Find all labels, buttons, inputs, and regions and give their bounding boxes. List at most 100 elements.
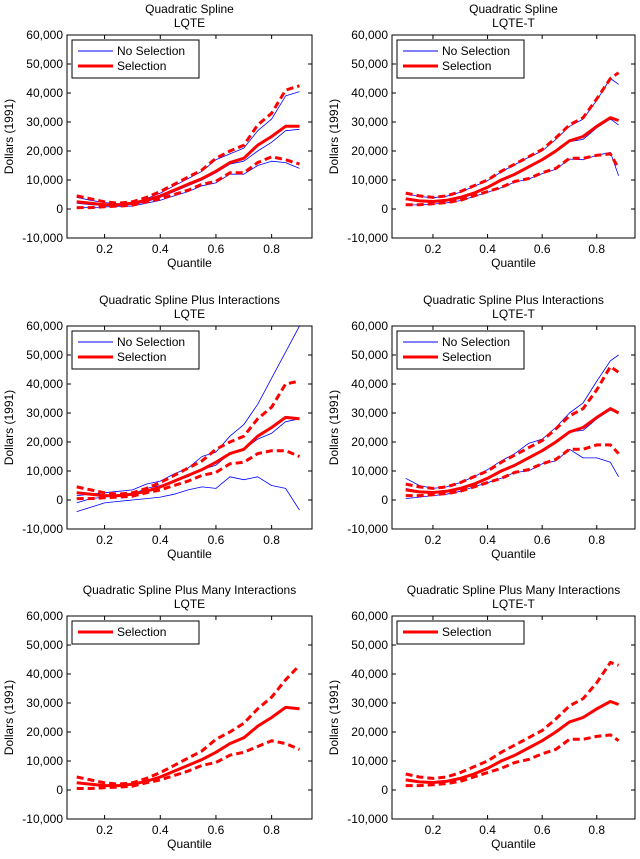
- y-tick-label: 30,000: [351, 406, 388, 420]
- selection-upper-line: [76, 379, 300, 496]
- selection-upper-line: [405, 660, 620, 780]
- selection-upper-line: [76, 84, 300, 205]
- axes-box: [391, 615, 636, 820]
- series-group: [405, 660, 620, 788]
- y-tick-label: -10,000: [22, 522, 63, 536]
- y-tick-label: 60,000: [351, 319, 388, 333]
- x-tick-label: 0.6: [534, 533, 551, 547]
- selection-estimate-line: [76, 124, 300, 207]
- x-tick-label: 0.6: [534, 823, 551, 837]
- y-tick-label: 20,000: [351, 725, 388, 739]
- legend-box: [396, 330, 525, 370]
- y-tick-label: 20,000: [26, 435, 63, 449]
- selection-upper-line: [405, 365, 620, 490]
- chart-subtitle: LQTE: [174, 597, 205, 611]
- x-tick-label: 0.2: [96, 823, 113, 837]
- y-tick-label: 30,000: [26, 406, 63, 420]
- x-tick-label: 0.4: [152, 242, 169, 256]
- selection-upper-line: [405, 71, 620, 199]
- legend-label: Selection: [442, 59, 491, 73]
- chart-title: Quadratic Spline: [469, 2, 558, 16]
- y-tick-label: 60,000: [26, 609, 63, 623]
- legend-label: Selection: [442, 350, 491, 364]
- series-group: [76, 326, 301, 512]
- y-tick-label: 40,000: [26, 667, 63, 681]
- legend-label: No Selection: [117, 335, 185, 349]
- y-tick-label: 50,000: [26, 348, 63, 362]
- y-axis-label: Dollars (1991): [327, 390, 341, 465]
- subplot-6: Quadratic Spline Plus Many InteractionsL…: [327, 583, 636, 851]
- y-tick-label: 0: [56, 493, 63, 507]
- y-axis-label: Dollars (1991): [2, 680, 16, 755]
- y-tick-label: 10,000: [26, 464, 63, 478]
- legend: Selection: [396, 620, 525, 645]
- y-tick-label: -10,000: [347, 812, 388, 826]
- y-axis-label: Dollars (1991): [2, 390, 16, 465]
- y-tick-label: 60,000: [351, 28, 388, 42]
- selection-lower-line: [76, 449, 301, 501]
- selection-estimate-line: [76, 705, 300, 788]
- legend-box: [71, 39, 200, 79]
- chart-title: Quadratic Spline: [145, 2, 234, 16]
- x-tick-label: 0.6: [534, 242, 551, 256]
- y-tick-label: 10,000: [351, 464, 388, 478]
- x-tick-label: 0.6: [208, 823, 225, 837]
- subplot-4: Quadratic Spline Plus InteractionsLQTE-T…: [327, 293, 636, 561]
- x-tick-label: 0.8: [263, 242, 280, 256]
- y-tick-label: 0: [56, 783, 63, 797]
- chart-title: Quadratic Spline Plus Many Interactions: [83, 583, 296, 597]
- chart-subtitle: LQTE-T: [492, 307, 535, 321]
- legend-label: No Selection: [442, 44, 510, 58]
- y-tick-label: -10,000: [22, 812, 63, 826]
- series-group: [76, 84, 300, 210]
- x-tick-label: 0.6: [208, 533, 225, 547]
- y-tick-label: 20,000: [351, 435, 388, 449]
- chart-title: Quadratic Spline Plus Interactions: [423, 293, 604, 307]
- y-tick-label: 50,000: [351, 638, 388, 652]
- x-axis-label: Quantile: [167, 547, 212, 561]
- legend-label: Selection: [117, 350, 166, 364]
- x-tick-label: 0.2: [425, 533, 442, 547]
- y-tick-label: 50,000: [26, 638, 63, 652]
- x-axis-label: Quantile: [491, 256, 536, 270]
- y-tick-label: 30,000: [26, 115, 63, 129]
- legend-box: [71, 620, 200, 645]
- x-tick-label: 0.2: [96, 533, 113, 547]
- y-axis-label: Dollars (1991): [2, 99, 16, 174]
- y-tick-label: 30,000: [351, 115, 388, 129]
- y-tick-label: -10,000: [347, 231, 388, 245]
- legend: Selection: [71, 620, 200, 645]
- y-tick-label: 30,000: [351, 696, 388, 710]
- y-axis-label: Dollars (1991): [327, 680, 341, 755]
- y-tick-label: 10,000: [351, 173, 388, 187]
- x-axis-label: Quantile: [167, 837, 212, 851]
- y-tick-label: 50,000: [26, 57, 63, 71]
- selection-lower-line: [76, 155, 300, 210]
- x-tick-label: 0.4: [479, 823, 496, 837]
- y-tick-label: 10,000: [26, 754, 63, 768]
- selection-lower-line: [405, 733, 620, 788]
- x-tick-label: 0.4: [152, 823, 169, 837]
- selection-estimate-line: [76, 415, 300, 498]
- x-tick-label: 0.8: [588, 242, 605, 256]
- selection-lower-line: [405, 443, 620, 498]
- x-tick-label: 0.8: [588, 533, 605, 547]
- selection-lower-line: [405, 152, 620, 207]
- x-tick-label: 0.4: [152, 533, 169, 547]
- y-tick-label: 50,000: [351, 348, 388, 362]
- x-tick-label: 0.8: [263, 533, 280, 547]
- y-tick-label: 30,000: [26, 696, 63, 710]
- y-tick-label: 10,000: [26, 173, 63, 187]
- no-selection-lower-line: [76, 476, 300, 512]
- chart-subtitle: LQTE-T: [492, 597, 535, 611]
- y-tick-label: 60,000: [351, 609, 388, 623]
- legend-label: Selection: [117, 625, 166, 639]
- chart-title: Quadratic Spline Plus Interactions: [99, 293, 280, 307]
- selection-lower-line: [76, 739, 301, 790]
- x-axis-label: Quantile: [491, 837, 536, 851]
- subplot-5: Quadratic Spline Plus Many InteractionsL…: [2, 583, 313, 851]
